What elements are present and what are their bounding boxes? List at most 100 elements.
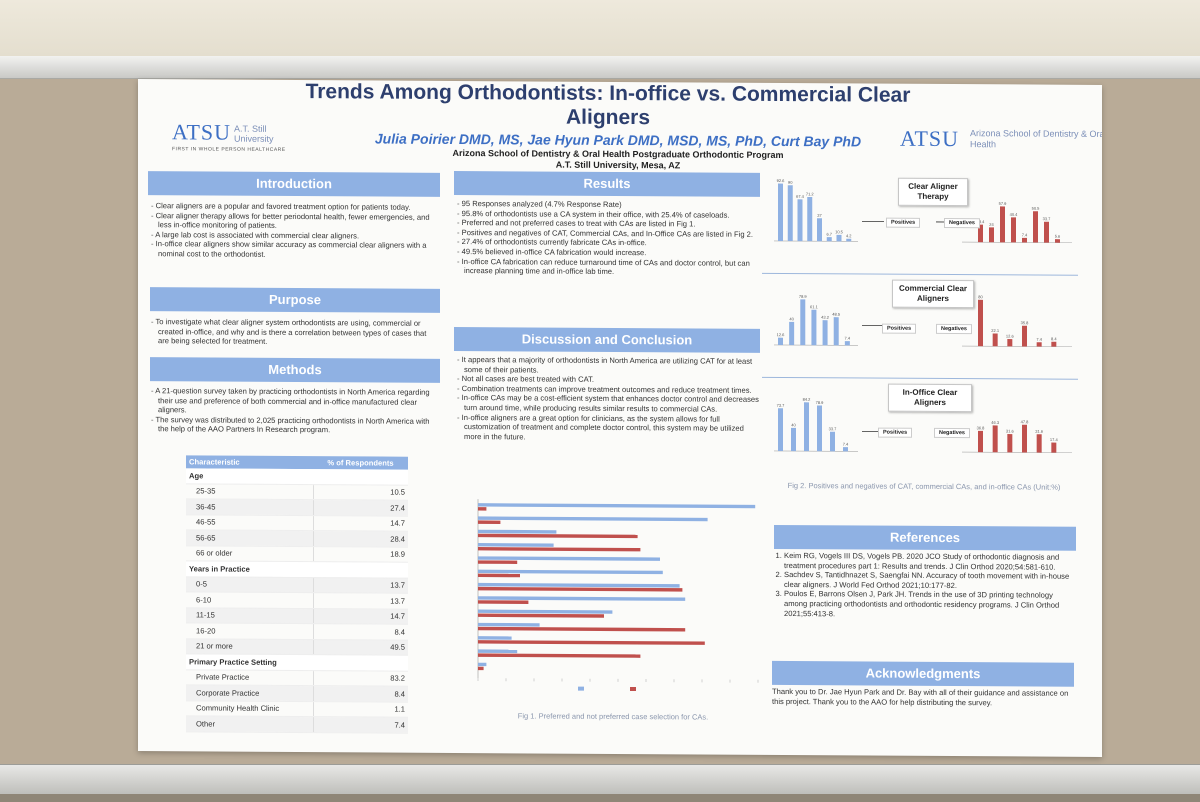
floor <box>0 794 1200 802</box>
fig2-cat-positives: Positives <box>886 217 921 228</box>
row-value: 13.7 <box>313 577 408 594</box>
fig2-inoffice-title: In-Office Clear Aligners <box>888 383 972 413</box>
row-value: 7.4 <box>313 716 408 733</box>
fig2-bar-label: 80 <box>978 294 983 299</box>
fig1-bar-preferred <box>478 516 708 522</box>
bullet-item: To investigate what clear aligner system… <box>156 317 436 347</box>
fig2-bar-positive <box>778 183 783 241</box>
section-title: Years in Practice <box>186 560 408 578</box>
fig2-bar-label: 31.6 <box>1035 429 1044 434</box>
row-value: 18.9 <box>313 546 408 563</box>
row-label: 21 or more <box>186 638 314 655</box>
fig2-bar-negative <box>1000 206 1005 243</box>
fig2-bar-label: 10.5 <box>835 229 844 234</box>
fig2-bar-label: 40 <box>791 422 796 427</box>
fig2-bar-label: 35.8 <box>1021 320 1030 325</box>
reference-item: Keim RG, Vogels III DS, Vogels PB. 2020 … <box>784 551 1072 572</box>
fig2-bar-negative <box>989 227 994 243</box>
fig1-bar-preferred <box>478 556 660 561</box>
table-row: 56-65 28.4 <box>186 529 408 547</box>
fig2-bar-label: 7.4 <box>1022 232 1028 237</box>
methods-body: A 21-question survey taken by practicing… <box>150 386 436 436</box>
fig2-bar-positive <box>817 218 822 242</box>
table-row: Corporate Practice 8.4 <box>186 684 408 702</box>
fig2-bar-negative <box>1044 221 1049 243</box>
logo-name: Arizona School of Dentistry & Oral Healt… <box>970 128 1102 150</box>
fig2-caption: Fig 2. Positives and negatives of CAT, c… <box>787 481 1061 492</box>
discussion-heading: Discussion and Conclusion <box>454 326 760 353</box>
fig2-bar-positive <box>846 238 852 242</box>
fig1-bar-not-preferred <box>478 507 487 511</box>
row-label: Private Practice <box>186 669 314 686</box>
fig2-bar-label: 7.4 <box>845 336 851 341</box>
table-section-row: Years in Practice <box>186 560 408 578</box>
top-rail <box>0 56 1200 79</box>
table-section-row: Primary Practice Setting <box>186 653 408 671</box>
row-label: 36-45 <box>186 498 314 516</box>
table-row: Community Health Clinic 1.1 <box>186 700 408 718</box>
fig2-bar-label: 84.2 <box>803 397 812 402</box>
fig2-bar-negative <box>1022 325 1027 347</box>
bullet-item: It appears that a majority of orthodonti… <box>462 355 760 376</box>
fig2-bar-label: 73.7 <box>777 403 786 408</box>
fig2-bar-positive <box>791 427 796 452</box>
fig1-bar-preferred <box>478 543 554 547</box>
table-row: 25-35 10.5 <box>186 483 408 501</box>
fig2-bar-positive <box>811 309 817 346</box>
methods-heading: Methods <box>150 357 440 383</box>
fig1-bar-preferred <box>478 529 557 534</box>
fig2-bar-label: 48.5 <box>832 312 841 317</box>
wall <box>0 0 1200 62</box>
fig2-bar-label: 8.4 <box>1051 336 1057 341</box>
fig2-cat-negatives: Negatives <box>944 217 980 229</box>
table-row: 11-15 14.7 <box>186 607 408 625</box>
row-label: 6-10 <box>186 591 314 609</box>
table-row: 21 or more 49.5 <box>186 638 408 656</box>
fig2-bar-negative <box>1051 442 1057 453</box>
row-value: 8.4 <box>313 623 408 640</box>
row-label: 46-55 <box>186 514 314 531</box>
fig2-bar-label: 6.7 <box>826 232 832 237</box>
fig2-bar-label: 12.6 <box>1006 334 1015 339</box>
fig1-bar-preferred <box>478 622 540 627</box>
row-value: 83.2 <box>313 670 408 687</box>
fig1-bar-preferred <box>478 636 512 640</box>
fig2-bar-label: 57.9 <box>999 201 1008 206</box>
table-section-row: Age <box>186 468 408 485</box>
table-row: 16-20 8.4 <box>186 622 408 640</box>
table-header-characteristic: Characteristic <box>186 455 314 470</box>
fig2-bar-positive <box>817 405 822 452</box>
table-row: 0-5 13.7 <box>186 576 408 594</box>
row-value: 28.4 <box>313 530 408 547</box>
fig2-bar-negative <box>992 425 998 453</box>
acknowledgments-body: Thank you to Dr. Jae Hyun Park and Dr. B… <box>772 686 1069 707</box>
row-label: Corporate Practice <box>186 684 314 702</box>
fig2-bar-label: 78.9 <box>816 400 825 405</box>
bullet-item: In-office CAs may be a cost-efficient sy… <box>462 393 760 414</box>
fig2-bar-negative <box>1033 211 1038 243</box>
fig2-bar-negative <box>978 430 983 453</box>
reference-item: Poulos E, Barrons Olsen J, Park JH. Tren… <box>784 589 1072 620</box>
fig2-bar-label: 36.8 <box>977 425 986 430</box>
fig1-legend-swatch <box>578 686 584 691</box>
introduction-heading: Introduction <box>148 171 440 197</box>
row-value: 8.4 <box>313 685 408 702</box>
reference-item: Sachdev S, Tantidhnazet S, Saengfai NN. … <box>784 570 1072 591</box>
atsu-logo-left: ATSU A.T. Still University FIRST IN WHOL… <box>172 119 302 153</box>
purpose-heading: Purpose <box>150 287 440 313</box>
row-value: 49.5 <box>313 639 408 656</box>
fig2-bar-positive <box>804 402 809 452</box>
fig2-bar-label: 17.4 <box>1050 437 1059 442</box>
fig1-bar-preferred <box>478 503 756 509</box>
results-body: 95 Responses analyzed (4.7% Response Rat… <box>456 199 760 278</box>
fig2-bar-label: 33.7 <box>829 426 838 431</box>
table-row: 36-45 27.4 <box>186 498 408 516</box>
fig2-bar-negative <box>978 299 983 347</box>
discussion-body: It appears that a majority of orthodonti… <box>456 355 760 443</box>
fig2-bar-label: 90 <box>788 180 793 185</box>
acknowledgments-heading: Acknowledgments <box>772 660 1074 687</box>
introduction-body: Clear aligners are a popular and favored… <box>150 201 436 260</box>
fig1-bar-not-preferred <box>478 547 641 552</box>
row-value: 14.7 <box>313 608 408 625</box>
fig2-bar-label: 31.6 <box>1006 429 1015 434</box>
